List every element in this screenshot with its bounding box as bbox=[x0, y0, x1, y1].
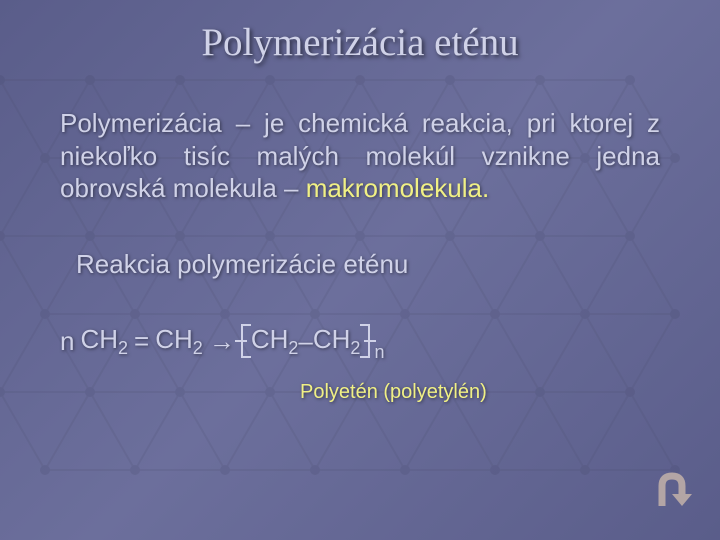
return-button[interactable] bbox=[648, 468, 696, 516]
equation-subscript-n: n bbox=[374, 342, 384, 363]
equation-ch2-1: CH2 bbox=[80, 324, 128, 359]
definition-highlight: makromolekula. bbox=[306, 173, 490, 203]
equation-ch2-4: CH2 bbox=[313, 324, 361, 359]
equation-ch2-2: CH2 bbox=[155, 324, 203, 359]
polymerization-equation: n CH2 = CH2 → CH2 – CH2 n bbox=[60, 324, 660, 359]
equation-arrow: → bbox=[209, 326, 235, 357]
equation-dash: – bbox=[298, 326, 312, 357]
u-turn-icon bbox=[648, 468, 696, 516]
equation-equals: = bbox=[134, 326, 149, 357]
equation-n: n bbox=[60, 326, 74, 357]
page-title: Polymerizácia eténu bbox=[60, 20, 660, 65]
bracket-right-icon bbox=[360, 324, 370, 358]
slide-content: Polymerizácia eténu Polymerizácia – je c… bbox=[0, 0, 720, 404]
equation-ch2-3: CH2 bbox=[251, 324, 299, 359]
reaction-subtitle: Reakcia polymerizácie eténu bbox=[60, 249, 660, 280]
product-caption: Polyetén (polyetylén) bbox=[300, 381, 660, 404]
bracket-left-icon bbox=[241, 324, 251, 358]
equation-repeat-unit: CH2 – CH2 bbox=[241, 324, 371, 359]
definition-text: Polymerizácia – je chemická reakcia, pri… bbox=[60, 107, 660, 205]
